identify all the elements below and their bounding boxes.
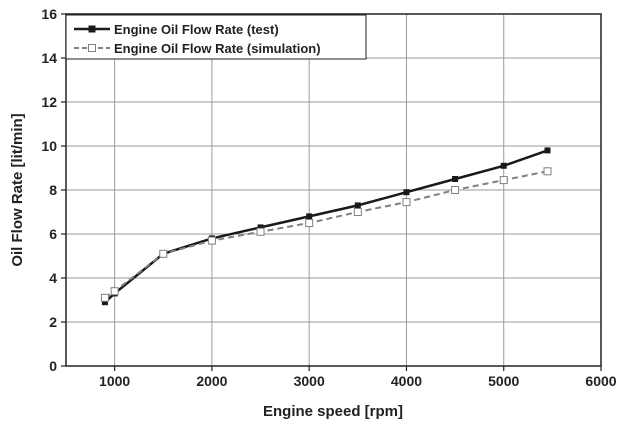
axis-ticks: 1000 2000 3000 4000 5000 6000 0 2 4 6 8 10 12 14 16: [41, 6, 616, 389]
y-axis-label: Oil Flow Rate [lit/min]: [9, 113, 26, 266]
data-point-simulation: [256, 227, 265, 236]
data-point-test: [101, 299, 108, 306]
y-tick-label: 2: [49, 314, 57, 330]
x-axis-label: Engine speed [rpm]: [263, 403, 403, 420]
data-point-simulation: [159, 249, 168, 258]
x-tick-label: 1000: [99, 373, 130, 389]
legend: Engine Oil Flow Rate (test) Engine Oil F…: [65, 14, 367, 60]
data-point-simulation: [451, 186, 460, 194]
y-tick-label: 14: [41, 50, 57, 66]
data-point-test: [452, 176, 459, 182]
data-point-simulation: [207, 236, 216, 245]
grid-lines: [66, 13, 602, 367]
x-tick-label: 6000: [585, 373, 616, 389]
y-tick-label: 6: [49, 226, 57, 242]
data-point-test: [544, 147, 551, 154]
legend-box: [65, 14, 367, 60]
data-point-test: [500, 162, 507, 169]
data-point-test: [354, 202, 361, 209]
y-tick-label: 10: [41, 138, 57, 154]
data-point-simulation: [543, 167, 552, 176]
x-tick-label: 3000: [294, 373, 325, 389]
series-layer: [100, 147, 552, 306]
data-point-test: [257, 224, 264, 231]
x-tick-label: 5000: [488, 373, 519, 389]
data-point-simulation: [499, 176, 508, 185]
y-tick-label: 8: [49, 182, 57, 198]
data-point-test: [403, 189, 410, 196]
data-point-simulation: [305, 219, 314, 227]
legend-marker-simulation: [88, 44, 96, 52]
data-point-test: [306, 213, 313, 220]
data-point-simulation: [110, 287, 119, 296]
y-tick-label: 0: [49, 358, 57, 374]
legend-label-test: Engine Oil Flow Rate (test): [114, 22, 279, 37]
y-tick-label: 4: [49, 270, 57, 286]
legend-label-simulation: Engine Oil Flow Rate (simulation): [114, 41, 321, 56]
x-tick-label: 4000: [391, 373, 422, 389]
series-line-test: [104, 149, 548, 304]
data-point-simulation: [402, 198, 411, 207]
y-tick-label: 12: [41, 94, 57, 110]
y-tick-label: 16: [41, 6, 57, 22]
data-point-simulation: [100, 293, 109, 302]
x-tick-label: 2000: [196, 373, 227, 389]
data-point-simulation: [353, 208, 362, 216]
legend-marker-test: [88, 25, 96, 33]
